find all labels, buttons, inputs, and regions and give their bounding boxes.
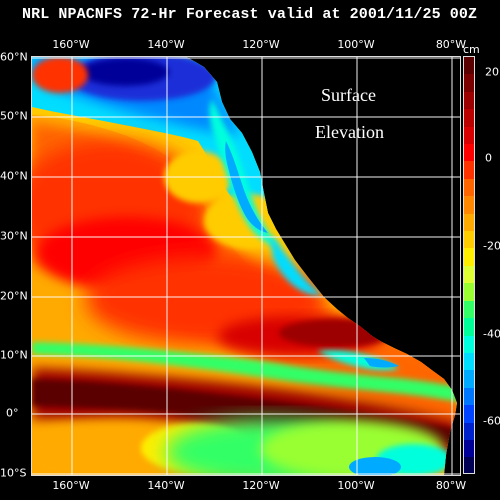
colorbar-label-minus40: -40 bbox=[483, 327, 500, 341]
colorbar-label-0: 0 bbox=[485, 151, 492, 165]
lat-label-60n: 60°N bbox=[0, 50, 28, 64]
colorbar-segment bbox=[464, 387, 474, 406]
ocean-surface-field bbox=[32, 57, 457, 475]
lon-label-140w: 140°W bbox=[147, 38, 185, 51]
colorbar-segment bbox=[464, 405, 474, 423]
map-title: NRL NPACNFS 72-Hr Forecast valid at 2001… bbox=[22, 6, 478, 23]
colorbar-segment bbox=[464, 109, 474, 127]
lat-label-40n: 40°N bbox=[0, 169, 28, 183]
overlay-label-surface: Surface bbox=[321, 85, 376, 105]
map-canvas bbox=[32, 57, 460, 475]
colorbar-label-minus20: -20 bbox=[483, 239, 500, 253]
colorbar-segment bbox=[464, 422, 474, 440]
lon-label-100w: 100°W bbox=[337, 38, 375, 51]
lon-label-100w-bottom: 100°W bbox=[337, 479, 375, 492]
surface-elevation-map: Surface Elevation bbox=[31, 56, 461, 476]
lat-label-10s: 10°S bbox=[0, 466, 27, 480]
colorbar-segment bbox=[464, 231, 474, 249]
lon-label-140w-bottom: 140°W bbox=[147, 479, 185, 492]
colorbar-segment bbox=[464, 370, 474, 388]
colorbar-segment bbox=[464, 178, 474, 197]
elevation-colorbar bbox=[463, 56, 475, 474]
colorbar-segment bbox=[464, 457, 474, 473]
lat-label-0: 0° bbox=[6, 406, 19, 420]
colorbar-segment bbox=[464, 213, 474, 232]
colorbar-segment bbox=[464, 265, 474, 284]
colorbar-segment bbox=[464, 74, 474, 92]
colorbar-segment bbox=[464, 352, 474, 371]
colorbar-segment bbox=[464, 318, 474, 336]
lon-label-160w: 160°W bbox=[52, 38, 90, 51]
colorbar-segment bbox=[464, 300, 474, 319]
overlay-label-elevation: Elevation bbox=[315, 122, 384, 142]
colorbar-segment bbox=[464, 126, 474, 145]
lon-label-120w: 120°W bbox=[242, 38, 280, 51]
colorbar-segment bbox=[464, 335, 474, 353]
lon-label-120w-bottom: 120°W bbox=[242, 479, 280, 492]
lat-label-30n: 30°N bbox=[0, 229, 28, 243]
colorbar-unit-label: cm bbox=[463, 43, 480, 56]
colorbar-segment bbox=[464, 196, 474, 214]
colorbar-segment bbox=[464, 57, 474, 75]
colorbar-label-minus60: -60 bbox=[483, 414, 500, 428]
map-grid bbox=[32, 57, 460, 475]
colorbar-label-20: 20 bbox=[485, 65, 499, 79]
colorbar-segment bbox=[464, 144, 474, 162]
lat-label-20n: 20°N bbox=[0, 289, 28, 303]
colorbar-segment bbox=[464, 439, 474, 458]
lon-label-80w: 80°W bbox=[435, 38, 467, 51]
colorbar-segment bbox=[464, 91, 474, 110]
colorbar-segment bbox=[464, 283, 474, 301]
lat-label-50n: 50°N bbox=[0, 109, 28, 123]
colorbar-segment bbox=[464, 161, 474, 179]
lat-label-10n: 10°N bbox=[0, 348, 28, 362]
colorbar-segment bbox=[464, 248, 474, 266]
lon-label-80w-bottom: 80°W bbox=[435, 479, 467, 492]
lon-label-160w-bottom: 160°W bbox=[52, 479, 90, 492]
